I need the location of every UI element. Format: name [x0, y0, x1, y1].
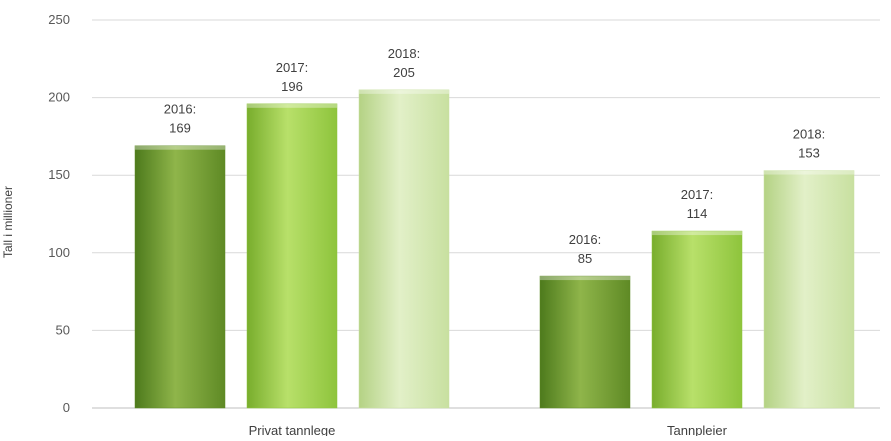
y-tick-label-250: 250: [48, 12, 70, 27]
data-label-year: 2017:: [681, 187, 714, 202]
bar-top-highlight: [764, 170, 854, 175]
x-axis-categories: Privat tannlege Tannpleier: [249, 423, 728, 438]
bar-top-highlight: [359, 89, 449, 94]
data-label-value: 114: [687, 206, 708, 221]
data-label-value: 153: [798, 146, 820, 161]
bars: [134, 89, 855, 409]
bar-privat-tannlege-2016: [134, 145, 226, 409]
data-label-year: 2018:: [388, 46, 421, 61]
y-tick-label-0: 0: [63, 400, 70, 415]
bar-top-highlight: [652, 231, 742, 236]
data-label-value: 205: [393, 65, 415, 80]
bar-top-highlight: [540, 276, 630, 281]
data-label-value: 85: [578, 251, 592, 266]
bar-privat-tannlege-2018: [358, 89, 450, 409]
bar-tannpleier-2017: [651, 230, 743, 409]
y-axis-ticks: 0 50 100 150 200 250: [48, 12, 70, 415]
bar-tannpleier-2018: [763, 170, 855, 409]
data-label-year: 2018:: [793, 127, 826, 142]
data-label-year: 2016:: [164, 102, 197, 117]
bar-top-highlight: [135, 145, 225, 150]
bar-top-highlight: [247, 103, 337, 108]
data-label-year: 2016:: [569, 232, 602, 247]
data-labels: 2016: 169 2017: 196 2018: 205 2016: 85 2017: 114 2…: [164, 46, 826, 266]
y-tick-label-100: 100: [48, 245, 70, 260]
bar-privat-tannlege-2017: [246, 103, 338, 409]
y-axis-title: Tall i millioner: [1, 186, 15, 258]
data-label-year: 2017:: [276, 60, 309, 75]
data-label-value: 196: [281, 79, 303, 94]
x-category-label: Privat tannlege: [249, 423, 336, 436]
y-tick-label-150: 150: [48, 167, 70, 182]
data-label-value: 169: [169, 121, 191, 136]
x-category-label: Tannpleier: [667, 423, 728, 436]
y-tick-label-200: 200: [48, 90, 70, 105]
y-tick-label-50: 50: [56, 322, 70, 337]
bar-tannpleier-2016: [539, 275, 631, 409]
